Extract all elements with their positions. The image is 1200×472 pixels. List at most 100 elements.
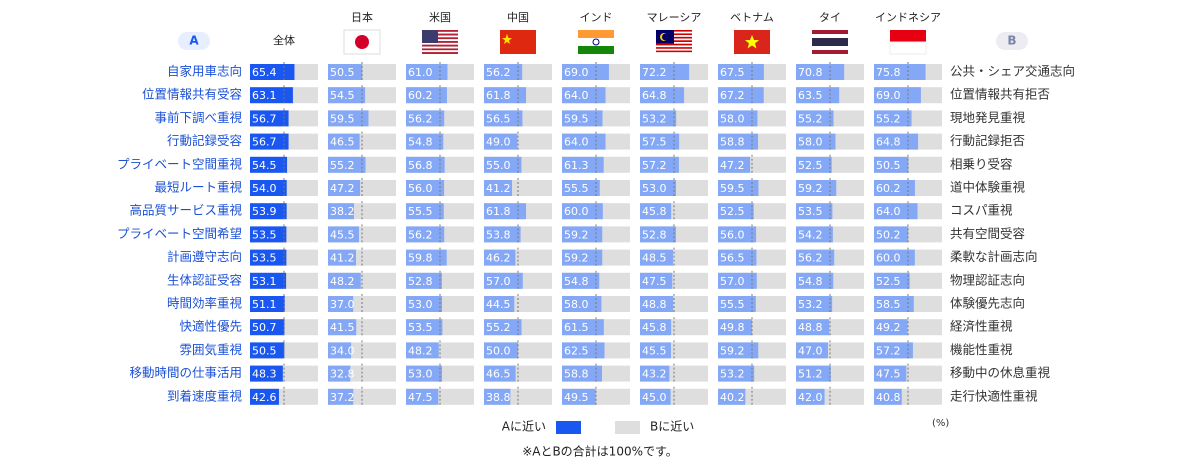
flag xyxy=(500,30,536,54)
column-name: インドネシア xyxy=(875,11,941,24)
bar xyxy=(562,249,603,266)
bar xyxy=(796,110,834,127)
value-label: 47.2 xyxy=(720,159,745,172)
flag-stripe xyxy=(422,33,458,36)
value-label: 41.2 xyxy=(486,182,511,195)
bar xyxy=(250,342,285,359)
a-label: プライベート空間希望 xyxy=(117,226,242,241)
value-label: 53.5 xyxy=(252,252,277,265)
bar xyxy=(874,156,909,173)
bar xyxy=(484,203,527,220)
value-label: 61.0 xyxy=(408,66,433,79)
bar xyxy=(562,156,604,173)
flag-stripe xyxy=(656,45,692,48)
bar xyxy=(640,365,670,382)
value-label: 63.1 xyxy=(252,89,277,102)
value-label: 59.5 xyxy=(720,182,745,195)
value-label: 56.5 xyxy=(720,252,745,265)
value-label: 34.0 xyxy=(330,344,355,357)
unit: (%) xyxy=(932,418,949,429)
value-label: 55.2 xyxy=(876,112,901,125)
bar xyxy=(562,203,603,220)
a-label: 生体認証受容 xyxy=(167,272,242,287)
flag-stripe xyxy=(422,46,458,49)
bar xyxy=(328,203,354,220)
flag-star xyxy=(502,34,512,44)
bar xyxy=(484,133,518,150)
flag-stripe xyxy=(656,47,692,49)
value-label: 44.5 xyxy=(486,298,511,311)
value-label: 56.2 xyxy=(408,228,433,241)
flag-moon-cut xyxy=(662,33,669,41)
flag-stripe xyxy=(422,41,458,43)
value-label: 59.2 xyxy=(564,228,589,241)
bar xyxy=(328,342,352,359)
value-label: 56.0 xyxy=(720,228,745,241)
bar xyxy=(562,64,609,80)
flag-star xyxy=(745,35,759,49)
value-label: 54.8 xyxy=(408,136,433,149)
value-label: 59.2 xyxy=(564,252,589,265)
value-label: 45.5 xyxy=(330,228,355,241)
bar xyxy=(328,319,357,336)
bar xyxy=(562,296,602,312)
bar xyxy=(718,133,758,150)
bar xyxy=(640,296,674,312)
bar xyxy=(406,156,445,173)
value-label: 69.0 xyxy=(876,89,901,102)
bar xyxy=(640,319,672,336)
value-label: 55.0 xyxy=(486,159,511,172)
legend-label: Aに近い xyxy=(502,420,546,434)
b-label: 体験優先志向 xyxy=(950,296,1025,311)
value-label: 58.5 xyxy=(876,298,901,311)
b-label: 物理認証志向 xyxy=(950,272,1025,287)
a-header: A xyxy=(189,34,199,48)
bar xyxy=(796,272,834,289)
flag xyxy=(422,30,458,54)
bar xyxy=(718,272,757,289)
value-label: 32.8 xyxy=(330,368,355,381)
value-label: 48.8 xyxy=(642,298,667,311)
value-label: 61.8 xyxy=(486,205,511,218)
bar xyxy=(484,319,522,336)
flag-stripe xyxy=(890,30,926,42)
flag-stripe xyxy=(578,46,614,54)
bar xyxy=(874,226,909,243)
value-label: 37.0 xyxy=(330,298,355,311)
bar xyxy=(328,296,354,312)
b-pill xyxy=(996,32,1028,50)
bar xyxy=(718,388,746,405)
bar xyxy=(874,319,908,336)
value-label: 53.0 xyxy=(408,298,433,311)
flag xyxy=(343,29,381,55)
bar xyxy=(640,156,679,173)
bar xyxy=(406,388,439,405)
b-label: 行動記録拒否 xyxy=(950,133,1025,148)
value-label: 53.5 xyxy=(252,228,277,241)
bar xyxy=(796,87,840,104)
bar xyxy=(328,388,354,405)
value-label: 52.5 xyxy=(876,275,901,288)
value-label: 43.2 xyxy=(642,368,667,381)
bar xyxy=(250,203,287,220)
flag xyxy=(656,30,692,54)
value-label: 46.5 xyxy=(330,136,355,149)
flag-canton xyxy=(422,30,438,43)
a-label: プライベート空間重視 xyxy=(117,156,243,171)
bar xyxy=(406,272,442,289)
bar xyxy=(406,249,447,266)
a-label: 到着速度重視 xyxy=(167,388,243,403)
value-label: 55.5 xyxy=(720,298,745,311)
bar xyxy=(640,388,671,405)
value-label: 64.8 xyxy=(876,136,901,149)
value-label: 70.8 xyxy=(798,66,823,79)
value-label: 41.2 xyxy=(330,252,355,265)
value-label: 54.5 xyxy=(252,159,277,172)
bar xyxy=(874,388,902,405)
value-label: 60.0 xyxy=(876,252,901,265)
bar xyxy=(874,365,907,382)
value-label: 58.8 xyxy=(564,368,589,381)
value-label: 48.2 xyxy=(408,344,433,357)
value-label: 40.2 xyxy=(720,391,745,404)
bar xyxy=(250,319,285,336)
